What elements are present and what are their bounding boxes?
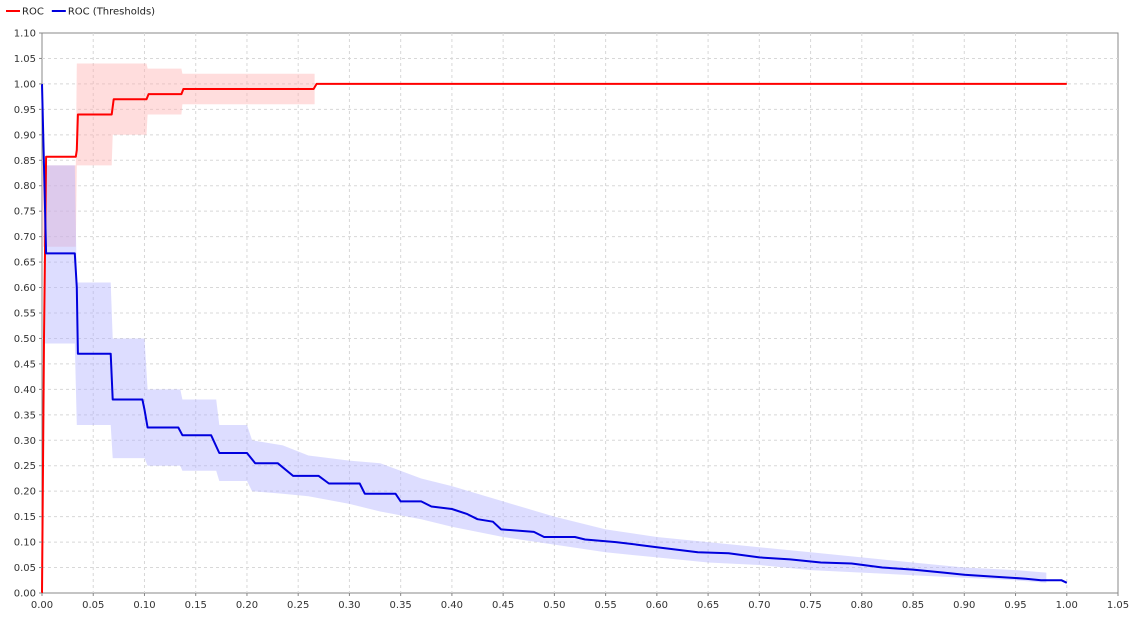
confidence-band-0 <box>42 63 315 247</box>
series-line-0 <box>41 82 1067 594</box>
x-tick-label: 0.35 <box>390 600 412 611</box>
x-tick-label: 0.45 <box>492 600 514 611</box>
confidence-band-1 <box>45 165 1047 583</box>
series-line-1 <box>41 83 1068 584</box>
x-tick-label: 0.90 <box>953 600 975 611</box>
y-tick-label: 1.10 <box>14 29 36 40</box>
y-tick-label: 1.05 <box>14 54 36 65</box>
x-tick-label: 0.10 <box>133 600 155 611</box>
y-tick-label: 0.50 <box>14 334 36 345</box>
legend-label: ROC <box>22 7 44 18</box>
x-tick-label: 0.15 <box>185 600 207 611</box>
x-tick-label: 0.95 <box>1004 600 1026 611</box>
x-tick-label: 0.05 <box>82 600 104 611</box>
x-tick-label: 0.60 <box>646 600 668 611</box>
x-tick-label: 0.85 <box>902 600 924 611</box>
y-tick-label: 0.75 <box>14 207 36 218</box>
y-tick-label: 0.45 <box>14 359 36 370</box>
y-tick-label: 0.95 <box>14 105 36 116</box>
y-tick-label: 0.10 <box>14 538 36 549</box>
y-tick-label: 0.80 <box>14 181 36 192</box>
x-tick-label: 0.55 <box>594 600 616 611</box>
series-lines <box>41 82 1068 594</box>
y-tick-label: 0.90 <box>14 130 36 141</box>
x-tick-label: 1.00 <box>1056 600 1078 611</box>
x-tick-label: 0.00 <box>31 600 53 611</box>
x-tick-label: 0.65 <box>697 600 719 611</box>
axes: 0.00 0.05 0.10 0.15 0.20 0.25 0.30 0.35 0.40 0.45… <box>14 29 1129 612</box>
x-tick-label: 0.30 <box>338 600 360 611</box>
y-tick-label: 0.20 <box>14 487 36 498</box>
y-tick-label: 0.35 <box>14 410 36 421</box>
x-tick-label: 0.80 <box>851 600 873 611</box>
x-tick-label: 0.40 <box>441 600 463 611</box>
y-tick-label: 0.15 <box>14 512 36 523</box>
y-tick-label: 0.05 <box>14 563 36 574</box>
y-tick-label: 0.65 <box>14 258 36 269</box>
y-tick-label: 0.55 <box>14 309 36 320</box>
x-tick-label: 0.75 <box>799 600 821 611</box>
y-tick-label: 0.25 <box>14 461 36 472</box>
y-tick-label: 0.30 <box>14 436 36 447</box>
legend-label: ROC (Thresholds) <box>68 7 155 18</box>
y-tick-label: 0.85 <box>14 156 36 167</box>
legend: ROC ROC (Thresholds) <box>6 7 155 18</box>
y-tick-label: 0.60 <box>14 283 36 294</box>
y-tick-label: 0.40 <box>14 385 36 396</box>
x-tick-label: 1.05 <box>1107 600 1129 611</box>
x-tick-label: 0.25 <box>287 600 309 611</box>
y-tick-label: 0.70 <box>14 232 36 243</box>
y-tick-label: 1.00 <box>14 79 36 90</box>
x-tick-label: 0.70 <box>748 600 770 611</box>
y-tick-label: 0.00 <box>14 589 36 600</box>
x-tick-label: 0.20 <box>236 600 258 611</box>
x-tick-label: 0.50 <box>543 600 565 611</box>
confidence-bands <box>42 63 1047 583</box>
